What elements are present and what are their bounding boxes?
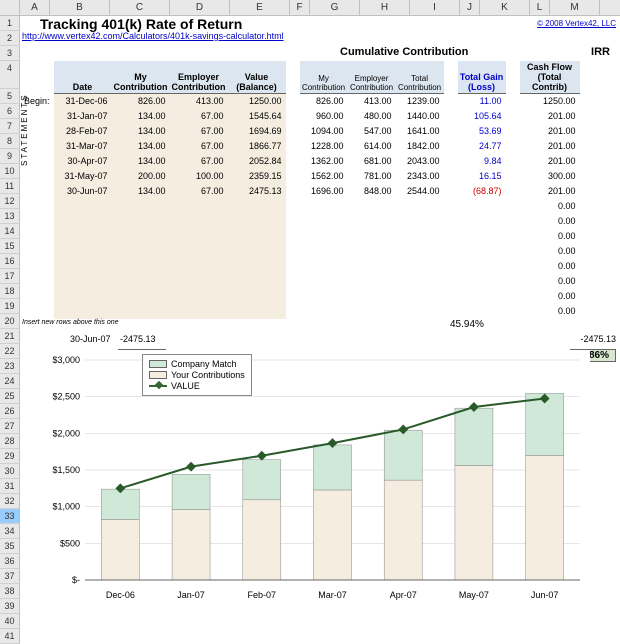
svg-text:$1,000: $1,000 — [52, 502, 80, 512]
svg-text:May-07: May-07 — [459, 590, 489, 600]
svg-text:$2,500: $2,500 — [52, 392, 80, 402]
table-row[interactable]: 31-May-07200.00100.002359.151562.00781.0… — [20, 169, 580, 184]
svg-text:$1,500: $1,500 — [52, 465, 80, 475]
copyright-link[interactable]: © 2008 Vertex42, LLC — [537, 19, 616, 28]
svg-text:Jan-07: Jan-07 — [177, 590, 205, 600]
section-cumulative: Cumulative Contribution — [340, 46, 468, 58]
svg-text:$2,000: $2,000 — [52, 428, 80, 438]
source-link[interactable]: http://www.vertex42.com/Calculators/401k… — [20, 31, 620, 46]
svg-text:Apr-07: Apr-07 — [390, 590, 417, 600]
svg-text:$500: $500 — [60, 538, 80, 548]
statements-label: STATEMENTS — [20, 91, 29, 166]
svg-text:$-: $- — [72, 575, 80, 585]
table-row[interactable]: 28-Feb-07134.0067.001694.691094.00547.00… — [20, 124, 580, 139]
table-row[interactable]: Begin:31-Dec-06826.00413.001250.00826.00… — [20, 94, 580, 109]
data-table: DateMy ContributionEmployer Contribution… — [20, 61, 580, 319]
table-row[interactable]: 30-Apr-07134.0067.002052.841362.00681.00… — [20, 154, 580, 169]
table-row[interactable]: 31-Jan-07134.0067.001545.64960.00480.001… — [20, 109, 580, 124]
chart-legend: Company Match Your Contributions VALUE — [142, 354, 252, 396]
svg-text:Feb-07: Feb-07 — [248, 590, 277, 600]
page-title: Tracking 401(k) Rate of Return — [20, 16, 242, 32]
insert-note: Insert new rows above this one — [22, 319, 119, 326]
pct-value: 45.94% — [450, 319, 484, 330]
svg-text:$3,000: $3,000 — [52, 355, 80, 365]
summary-date: 30-Jun-07 — [70, 334, 111, 344]
section-irr: IRR — [591, 46, 610, 58]
table-row[interactable]: 31-Mar-07134.0067.001866.771228.00614.00… — [20, 139, 580, 154]
svg-text:Mar-07: Mar-07 — [318, 590, 347, 600]
summary-neg2: -2475.13 — [580, 334, 616, 344]
svg-text:Dec-06: Dec-06 — [106, 590, 135, 600]
table-row[interactable]: 30-Jun-07134.0067.002475.131696.00848.00… — [20, 184, 580, 199]
summary-neg: -2475.13 — [120, 334, 156, 344]
chart-area: $3,000 $2,500 $2,000 $1,500 $1,000 $500 $- Dec-… — [30, 350, 590, 610]
svg-text:Jun-07: Jun-07 — [531, 590, 559, 600]
